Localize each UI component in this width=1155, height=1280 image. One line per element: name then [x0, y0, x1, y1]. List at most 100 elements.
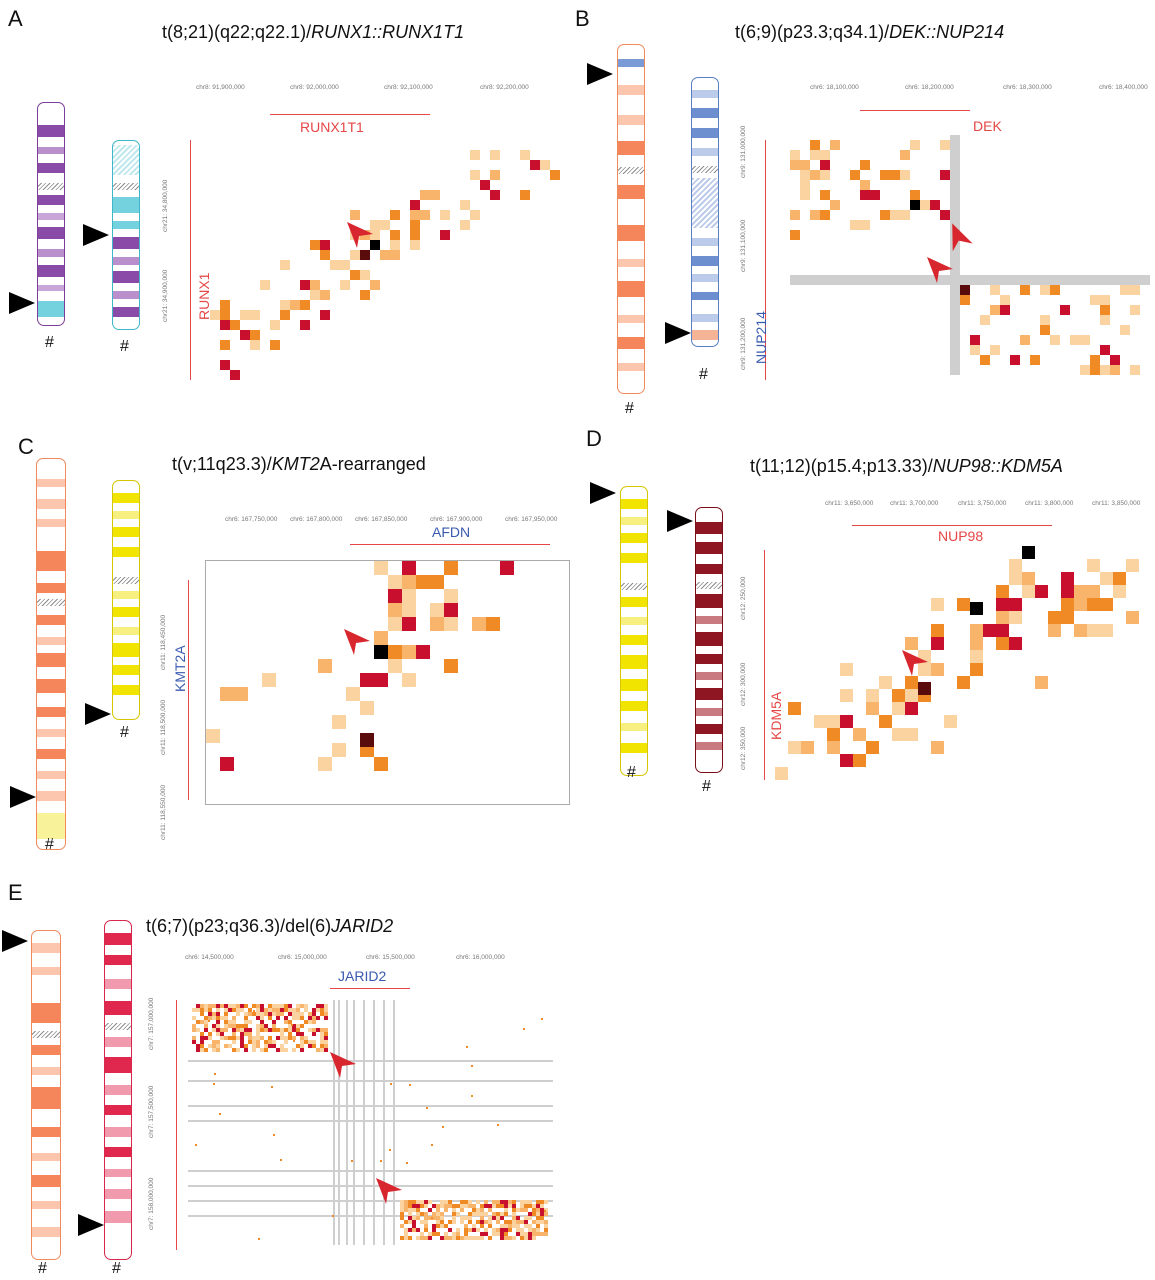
hic-cell: [212, 1048, 216, 1052]
hic-cell: [931, 741, 944, 754]
hic-cell: [390, 250, 400, 260]
hic-cell: [244, 1004, 248, 1008]
hic-cell: [788, 702, 801, 715]
hic-cell: [504, 1220, 508, 1224]
hic-cell: [1000, 295, 1010, 305]
hic-cell: [496, 1232, 500, 1236]
hic-cell: [1113, 585, 1126, 598]
hic-cell: [232, 1024, 236, 1028]
hic-cell: [256, 1044, 260, 1048]
hic-cell: [544, 1212, 548, 1216]
hic-cell: [918, 682, 931, 695]
hic-cell: [288, 1032, 292, 1036]
hic-cell: [544, 1220, 548, 1224]
hic-cell: [264, 1012, 268, 1016]
hic-cell: [1035, 585, 1048, 598]
hic-cell: [980, 315, 990, 325]
hic-cell: [504, 1236, 508, 1240]
hic-cell: [212, 1044, 216, 1048]
hic-cell: [304, 1020, 308, 1024]
hic-cell: [1080, 365, 1090, 375]
hic-cell: [460, 1216, 464, 1220]
hic-cell: [516, 1224, 520, 1228]
red-arrow-icon: [330, 1052, 356, 1078]
hic-cell: [476, 1208, 480, 1212]
hic-cell: [444, 561, 458, 575]
hic-cell: [524, 1200, 528, 1204]
hic-cell: [1061, 572, 1074, 585]
hic-cell: [320, 1036, 324, 1040]
chromosome-label: #: [45, 836, 54, 853]
hic-cell: [456, 1212, 460, 1216]
hic-cell: [524, 1208, 528, 1212]
hic-cell: [412, 1208, 416, 1212]
hic-cell: [1048, 624, 1061, 637]
hic-cell: [224, 1008, 228, 1012]
hic-cell: [500, 1228, 504, 1232]
hic-cell: [500, 1212, 504, 1216]
hic-cell: [409, 1084, 411, 1086]
hic-cell: [250, 310, 260, 320]
hic-cell: [464, 1228, 468, 1232]
hic-cell: [532, 1228, 536, 1232]
hic-cell: [544, 1210, 546, 1212]
hic-cell: [308, 1016, 312, 1020]
hic-cell: [544, 1224, 548, 1228]
hic-cell: [996, 637, 1009, 650]
hic-cell: [460, 1220, 464, 1224]
hic-cell: [388, 589, 402, 603]
hic-cell: [192, 1036, 196, 1040]
hic-cell: [412, 1216, 416, 1220]
hic-matrix-a: [200, 130, 570, 385]
hic-cell: [350, 210, 360, 220]
panel-title: t(6;9)(p23.3;q34.1)/DEK::NUP214: [735, 22, 1005, 42]
red-arrow-icon: [927, 257, 953, 283]
hic-cell: [400, 1208, 404, 1212]
panel-letter: E: [8, 880, 23, 905]
hic-cell: [1130, 305, 1140, 315]
hic-cell: [1087, 624, 1100, 637]
hic-cell: [528, 1204, 532, 1208]
hic-cell: [312, 1028, 316, 1032]
hic-cell: [492, 1212, 496, 1216]
hic-cell: [1100, 315, 1110, 325]
hic-cell: [272, 1024, 276, 1028]
hic-cell: [466, 1046, 468, 1048]
hic-cell: [492, 1200, 496, 1204]
hic-cell: [544, 1228, 548, 1232]
hic-cell: [212, 1016, 216, 1020]
hic-cell: [790, 160, 800, 170]
hic-cell: [790, 150, 800, 160]
hic-cell: [931, 598, 944, 611]
hic-cell: [230, 370, 240, 380]
hic-cell: [244, 1024, 248, 1028]
hic-cell: [980, 355, 990, 365]
hic-cell: [420, 1236, 424, 1240]
hic-cell: [860, 180, 870, 190]
hic-cell: [468, 1228, 472, 1232]
hic-cell: [430, 617, 444, 631]
hic-cell: [1090, 295, 1100, 305]
hic-cell: [892, 702, 905, 715]
hic-cell: [264, 1008, 268, 1012]
hic-cell: [464, 1236, 468, 1240]
hic-cell: [512, 1224, 516, 1228]
hic-cell: [1100, 295, 1110, 305]
hic-cell: [890, 210, 900, 220]
hic-cell: [240, 1028, 244, 1032]
hic-cell: [990, 285, 1000, 295]
hic-cell: [790, 210, 800, 220]
hic-cell: [840, 663, 853, 676]
hic-cell: [910, 140, 920, 150]
hic-matrix-e: [188, 1000, 553, 1245]
hic-cell: [270, 340, 280, 350]
hic-cell: [416, 1200, 420, 1204]
hic-cell: [204, 1024, 208, 1028]
hic-cell: [204, 1036, 208, 1040]
hic-cell: [404, 1220, 408, 1224]
hic-cell: [500, 1224, 504, 1228]
hic-cell: [252, 1048, 256, 1052]
breakpoint-arrow-icon: [2, 930, 28, 952]
hic-cell: [400, 1204, 404, 1208]
hic-cell: [480, 1212, 484, 1216]
